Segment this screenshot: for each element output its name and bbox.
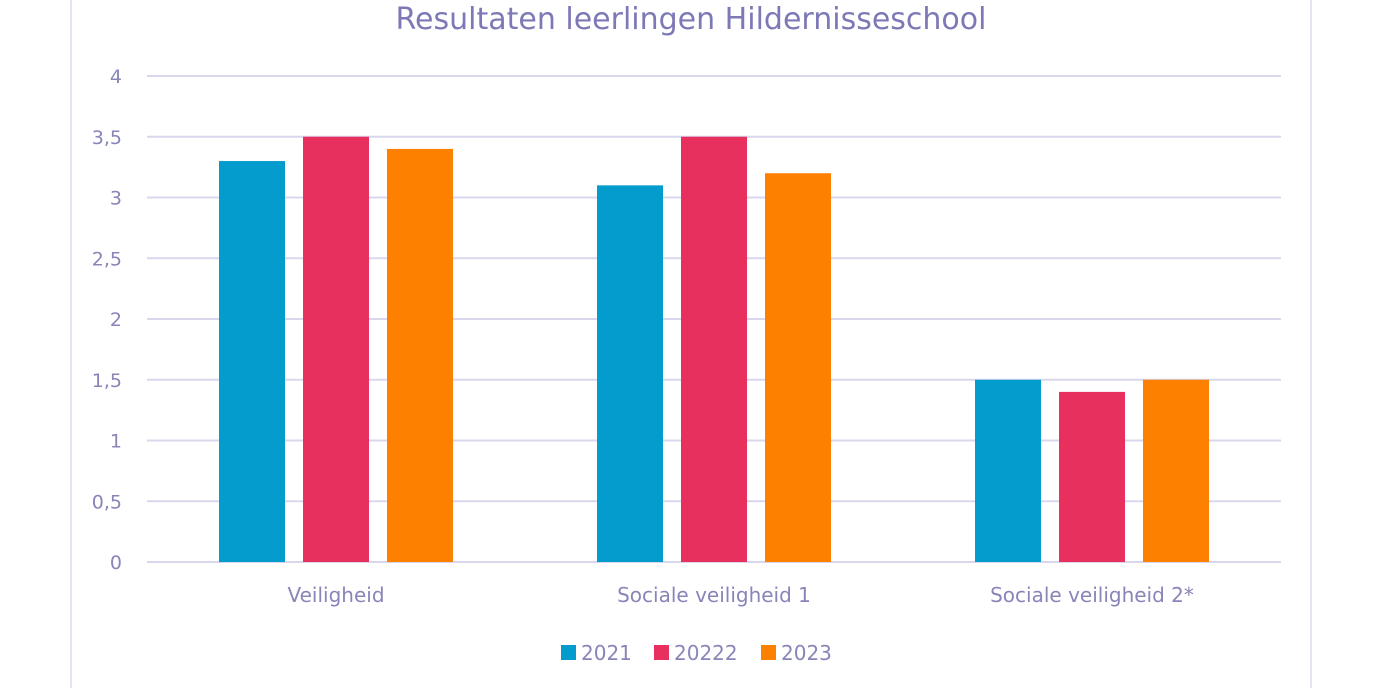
bar-2023-1 bbox=[765, 173, 831, 562]
bar-20222-0 bbox=[303, 136, 369, 562]
bar-2023-0 bbox=[387, 148, 453, 562]
legend-label: 2023 bbox=[781, 641, 832, 665]
legend: 2021 20222 2023 bbox=[561, 641, 832, 665]
y-tick-label: 1 bbox=[110, 431, 122, 453]
y-tick-label: 4 bbox=[110, 66, 122, 88]
legend-swatch-2023 bbox=[761, 645, 776, 660]
y-tick-label: 3 bbox=[110, 188, 122, 210]
bar-2021-2 bbox=[975, 379, 1041, 562]
x-axis-categories: Veiligheid Sociale veiligheid 1 Sociale ve… bbox=[287, 583, 1193, 607]
bar-2021-1 bbox=[597, 185, 663, 562]
legend-label: 20222 bbox=[674, 641, 738, 665]
legend-label: 2021 bbox=[581, 641, 632, 665]
y-tick-label: 1,5 bbox=[92, 370, 122, 392]
y-tick-label: 2,5 bbox=[92, 248, 122, 270]
bars bbox=[219, 136, 1209, 563]
x-category-label: Sociale veiligheid 2* bbox=[990, 583, 1194, 607]
y-tick-label: 2 bbox=[110, 309, 122, 331]
legend-swatch-2021 bbox=[561, 645, 576, 660]
y-tick-label: 3,5 bbox=[92, 127, 122, 149]
bar-2021-0 bbox=[219, 161, 285, 563]
y-tick-label: 0,5 bbox=[92, 491, 122, 513]
chart-frame bbox=[70, 0, 1312, 688]
y-axis-ticks: 0 0,5 1 1,5 2 2,5 3 3,5 4 bbox=[92, 66, 122, 574]
legend-swatch-20222 bbox=[654, 645, 669, 660]
bar-20222-2 bbox=[1059, 391, 1125, 562]
y-tick-label: 0 bbox=[110, 552, 122, 574]
chart-title: Resultaten leerlingen Hildernisseschool bbox=[396, 2, 987, 37]
bar-2023-2 bbox=[1143, 379, 1209, 562]
x-category-label: Sociale veiligheid 1 bbox=[617, 583, 811, 607]
x-category-label: Veiligheid bbox=[287, 583, 384, 607]
bar-20222-1 bbox=[681, 136, 747, 562]
